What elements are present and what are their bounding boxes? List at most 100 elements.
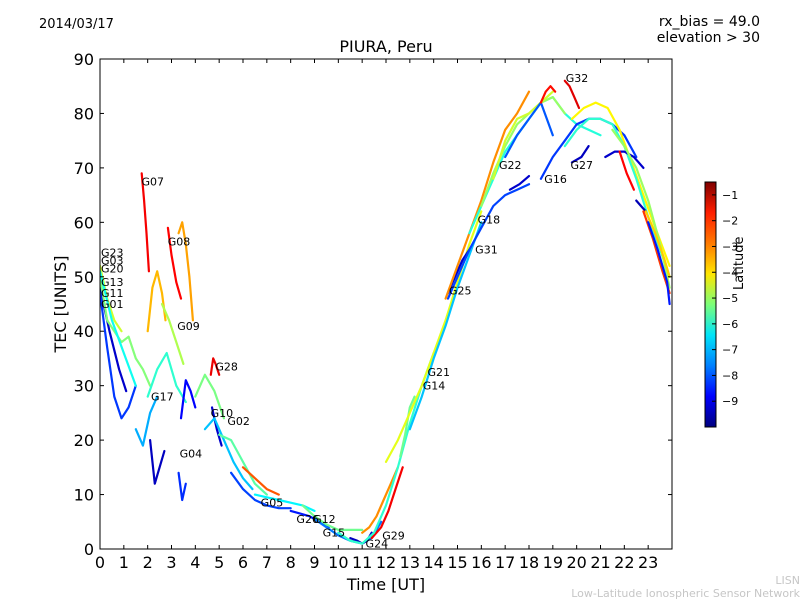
- tec-series-32: [408, 221, 483, 431]
- x-tick-label: 11: [352, 553, 372, 572]
- x-tick-label: 6: [238, 553, 248, 572]
- colorbar-tick-label: −3: [722, 240, 738, 253]
- satellite-label-g27: G27: [571, 159, 594, 172]
- x-tick-label: 20: [566, 553, 586, 572]
- tec-series-2: [100, 275, 152, 387]
- satellite-label-g01: G01: [101, 298, 124, 311]
- x-tick-label: 5: [214, 553, 224, 572]
- axis-ticks: 0 1 2 3 4 5 6 7 8 9 10 11 12 13 14 15 16 17 18 19 20 21 22 2301…: [74, 50, 672, 572]
- x-axis-label: Time [UT]: [346, 575, 425, 594]
- date-label: 2014/03/17: [39, 17, 114, 32]
- x-tick-label: 19: [543, 553, 563, 572]
- tec-series-50: [635, 199, 647, 213]
- footer-credit: LISN Low-Latitude Ionospheric Sensor Net…: [571, 574, 800, 600]
- data-series-layer: [100, 79, 671, 545]
- x-tick-label: 17: [495, 553, 515, 572]
- tec-series-5: [140, 172, 150, 273]
- satellite-label-g23: G23: [101, 246, 124, 259]
- x-tick-label: 21: [590, 553, 610, 572]
- y-tick-label: 30: [74, 377, 94, 396]
- x-tick-label: 12: [376, 553, 396, 572]
- y-tick-label: 20: [74, 431, 94, 450]
- x-tick-label: 7: [262, 553, 272, 572]
- y-tick-label: 10: [74, 486, 94, 505]
- tec-series-37: [480, 95, 566, 208]
- x-tick-label: 2: [143, 553, 153, 572]
- x-tick-label: 9: [309, 553, 319, 572]
- satellite-label-g18: G18: [478, 214, 501, 227]
- tec-series-9: [160, 302, 185, 365]
- x-tick-label: 23: [638, 553, 658, 572]
- x-tick-label: 10: [328, 553, 348, 572]
- y-tick-label: 80: [74, 104, 94, 123]
- tec-series-10: [146, 351, 187, 404]
- colorbar-ticks: −1 −2 −3 −4 −5 −6 −7 −8 −9: [712, 189, 738, 408]
- satellite-label-g17: G17: [151, 391, 174, 404]
- colorbar-tick-label: −1: [722, 189, 738, 202]
- x-tick-label: 18: [519, 553, 539, 572]
- tec-series-14: [179, 379, 197, 420]
- x-tick-label: 16: [471, 553, 491, 572]
- satellite-label-g10: G10: [211, 407, 234, 420]
- tec-series-18: [203, 417, 254, 491]
- tec-series-47: [604, 150, 645, 169]
- tec-series-45: [563, 117, 671, 278]
- tec-series-13: [177, 471, 187, 502]
- tec-series-30: [399, 395, 416, 458]
- colorbar-tick-label: −5: [722, 292, 738, 305]
- satellite-label-g22: G22: [499, 159, 522, 172]
- tec-series-17: [210, 406, 223, 447]
- satellite-label-g04: G04: [180, 448, 203, 461]
- rx-bias-label: rx_bias = 49.0: [658, 14, 760, 30]
- y-axis-label: TEC [UNITS]: [51, 256, 70, 354]
- x-tick-label: 1: [119, 553, 129, 572]
- satellite-label-g09: G09: [177, 320, 200, 333]
- tec-series-46: [570, 145, 590, 164]
- tec-series-20: [241, 466, 280, 496]
- x-tick-label: 3: [166, 553, 176, 572]
- footer-line2: Low-Latitude Ionospheric Sensor Network: [571, 587, 800, 600]
- tec-series-19: [218, 433, 268, 496]
- y-tick-label: 0: [84, 540, 94, 559]
- tec-series-43: [563, 79, 581, 110]
- satellite-label-g14: G14: [423, 380, 446, 393]
- tec-series-12: [149, 439, 166, 485]
- x-tick-label: 15: [447, 553, 467, 572]
- tec-series-51: [644, 210, 671, 278]
- colorbar-label: Latitude: [732, 236, 747, 290]
- tec-series-28: [370, 466, 404, 540]
- tec-series-44: [570, 101, 671, 267]
- chart-title: PIURA, Peru: [339, 37, 433, 56]
- colorbar-tick-label: −7: [722, 344, 738, 357]
- tec-series-35: [444, 90, 531, 300]
- tec-series-15: [209, 357, 221, 376]
- tec-series-53: [647, 221, 671, 306]
- tec-series-39: [504, 101, 554, 159]
- plot-frame: [99, 58, 673, 550]
- tec-series-8: [177, 221, 194, 322]
- satellite-label-g25: G25: [449, 284, 472, 297]
- satellite-label-g16: G16: [544, 173, 567, 186]
- satellite-label-g15: G15: [323, 527, 346, 540]
- x-tick-label: 13: [400, 553, 420, 572]
- x-tick-label: 14: [423, 553, 443, 572]
- colorbar-tick-label: −9: [722, 395, 738, 408]
- satellite-label-g32: G32: [566, 72, 589, 85]
- satellite-label-g02: G02: [227, 415, 250, 428]
- satellite-label-g11: G11: [101, 287, 124, 300]
- satellite-label-g24: G24: [366, 538, 389, 551]
- tec-series-42: [539, 85, 557, 104]
- colorbar-tick-label: −6: [722, 318, 738, 331]
- tec-series-40: [508, 175, 531, 191]
- satellite-label-g26: G26: [296, 513, 319, 526]
- x-tick-label: 0: [95, 553, 105, 572]
- tec-series-11: [134, 395, 159, 447]
- satellite-label-g13: G13: [101, 276, 124, 289]
- tec-series-21: [230, 471, 292, 510]
- tec-series-31: [384, 210, 483, 463]
- satellite-label-g28: G28: [215, 361, 238, 374]
- colorbar: [704, 181, 717, 428]
- satellite-label-g29: G29: [382, 529, 405, 542]
